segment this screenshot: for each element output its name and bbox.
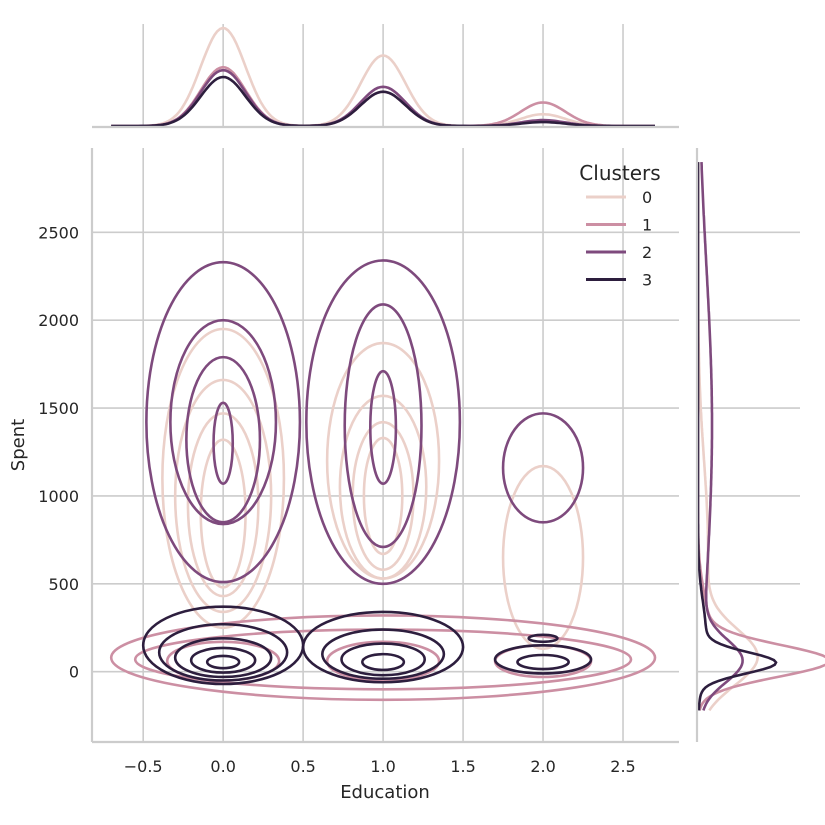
contour-cluster-2 xyxy=(369,369,398,485)
contour-cluster-2 xyxy=(305,259,462,586)
x-tick-labels: −0.5 0.0 0.5 1.0 1.5 2.0 2.5 xyxy=(124,757,636,776)
x-tick-label: 1.5 xyxy=(450,757,475,776)
contour-cluster-3 xyxy=(301,610,465,684)
contour-cluster-3 xyxy=(361,652,406,672)
contour-cluster-1 xyxy=(325,640,441,682)
top-marginal-kde xyxy=(111,26,655,128)
contour-cluster-0 xyxy=(501,464,585,651)
contour-cluster-2 xyxy=(343,303,423,549)
contour-cluster-3 xyxy=(516,653,570,671)
x-tick-label: 0.5 xyxy=(290,757,315,776)
contour-cluster-3 xyxy=(157,622,289,682)
top-kde-cluster-3 xyxy=(111,75,655,128)
contour-cluster-3 xyxy=(205,654,241,670)
x-tick-label: 1.0 xyxy=(370,757,395,776)
contour-cluster-3 xyxy=(173,637,273,679)
y-axis-label: Spent xyxy=(8,419,29,471)
y-tick-label: 2000 xyxy=(38,311,79,330)
legend-title: Clusters xyxy=(579,161,660,185)
contour-cluster-3 xyxy=(493,644,593,675)
top-kde-cluster-0 xyxy=(111,26,655,128)
contour-cluster-3 xyxy=(321,628,446,681)
y-tick-label: 500 xyxy=(48,575,79,594)
x-axis-label: Education xyxy=(340,782,430,803)
y-tick-label: 1000 xyxy=(38,487,79,506)
x-tick-label: 2.0 xyxy=(530,757,555,776)
y-tick-label: 1500 xyxy=(38,399,79,418)
contour-cluster-0 xyxy=(161,327,286,630)
legend: Clusters 0 1 2 3 xyxy=(579,161,660,290)
y-tick-label: 2500 xyxy=(38,223,79,242)
contour-cluster-0 xyxy=(186,412,260,598)
right-marginal-kde xyxy=(697,162,825,712)
contour-cluster-2 xyxy=(212,401,235,485)
contour-cluster-2 xyxy=(501,412,585,524)
legend-label-0: 0 xyxy=(642,188,652,207)
contour-cluster-1 xyxy=(109,614,657,702)
contour-cluster-3 xyxy=(527,633,559,644)
x-tick-label: 0.0 xyxy=(210,757,235,776)
legend-label-2: 2 xyxy=(642,243,652,262)
x-tick-label: 2.5 xyxy=(610,757,635,776)
legend-label-1: 1 xyxy=(642,216,652,235)
contour-cluster-3 xyxy=(340,642,426,677)
contour-cluster-0 xyxy=(362,436,404,556)
y-tick-labels: 0 500 1000 1500 2000 2500 xyxy=(38,223,79,681)
top-marginal-gridlines xyxy=(142,24,624,127)
kde-contours xyxy=(109,259,657,702)
right-marginal-gridlines xyxy=(697,231,800,673)
contour-cluster-3 xyxy=(189,646,257,674)
contour-cluster-2 xyxy=(185,355,262,524)
contour-cluster-0 xyxy=(338,394,428,580)
contour-cluster-2 xyxy=(145,260,302,584)
contour-cluster-2 xyxy=(169,318,278,526)
contour-cluster-0 xyxy=(173,378,273,614)
y-tick-label: 0 xyxy=(69,663,79,682)
legend-label-3: 3 xyxy=(642,271,652,290)
x-tick-label: −0.5 xyxy=(124,757,163,776)
right-kde-cluster-2 xyxy=(700,162,744,711)
